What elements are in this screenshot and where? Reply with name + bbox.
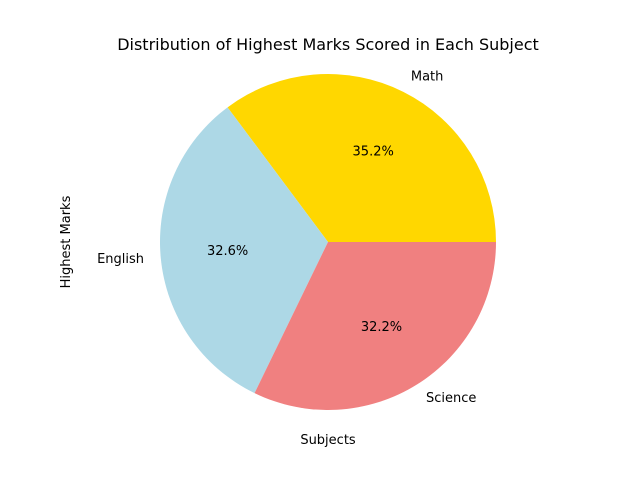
- chart-title: Distribution of Highest Marks Scored in …: [117, 35, 539, 54]
- slice-value-label-science: 32.2%: [361, 320, 402, 335]
- pie-labels: Math 35.2% English 32.6% Science 32.2%: [97, 69, 476, 406]
- slice-label-math: Math: [411, 69, 444, 84]
- y-axis-label: Highest Marks: [59, 195, 74, 288]
- pie-slice-english: [160, 107, 328, 394]
- slice-label-english: English: [97, 252, 144, 267]
- slice-label-science: Science: [426, 391, 476, 406]
- x-axis-label: Subjects: [300, 433, 356, 448]
- slice-value-label-math: 35.2%: [353, 144, 394, 159]
- pie-slice-science: [254, 242, 496, 410]
- pie-slice-math: [227, 74, 497, 242]
- slice-value-label-english: 32.6%: [207, 244, 248, 259]
- pie-slices: [160, 74, 497, 410]
